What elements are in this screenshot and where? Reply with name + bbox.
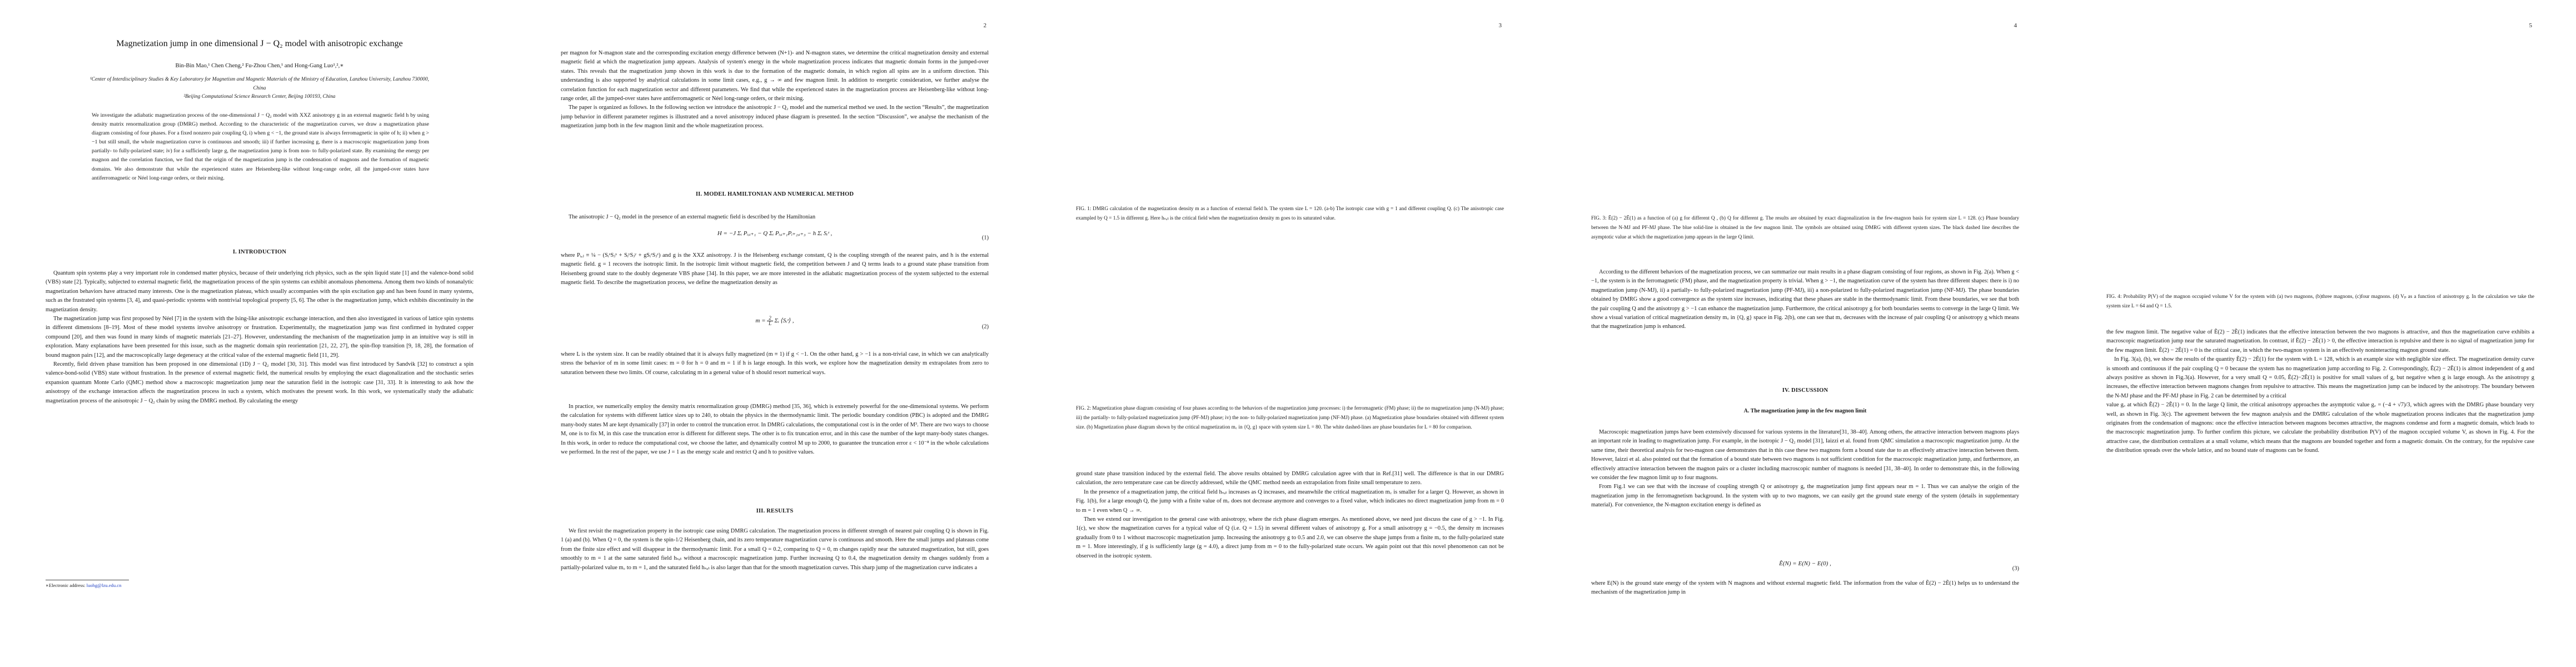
page-4: 4 F​IG. 3: Ẽ(2) − 2Ẽ(1) as a function of… <box>1546 0 2061 667</box>
affiliation-2: ²Beijing Computational Science Research … <box>183 94 336 99</box>
paragraph: The paper is organized as follows. In th… <box>561 104 989 130</box>
page-1: Magnetization jump in one dimensional J … <box>0 0 516 667</box>
equation-number: (1) <box>981 235 989 241</box>
figure-2-caption: F​IG. 2: Magnetization phase diagram con… <box>1076 406 1504 430</box>
affiliation-1: ¹Center of Interdisciplinary Studies & K… <box>90 77 429 91</box>
section-results-heading: III. RESULTS <box>756 508 794 514</box>
section-discussion-heading: IV. DISCUSSION <box>1782 387 1828 394</box>
page-number: 4 <box>2014 22 2017 29</box>
introduction-body: Quantum spin systems play a very importa… <box>46 269 474 569</box>
page-number: 2 <box>983 22 987 29</box>
page-number: 5 <box>2529 22 2533 29</box>
section-model-heading: II. MODEL HAMILTONIAN AND NUMERICAL METH… <box>695 191 854 197</box>
abstract: We investigate the adiabatic magnetizati… <box>92 112 429 181</box>
subsection-a-heading: A. The magnetization jump in the few mag… <box>1743 408 1867 414</box>
paragraph: We first revisit the magnetization prope… <box>561 528 989 571</box>
page-5: 5 F​IG. 4: Probability P(V) of the magno… <box>2061 0 2576 667</box>
equation-1: H = −J Σᵢ Pᵢ,ᵢ₊₁ − Q Σᵢ Pᵢ,ᵢ₊₁Pᵢ₊₂,ᵢ₊₃ −… <box>561 230 989 246</box>
paragraph: where L is the system size. It can be re… <box>561 351 989 376</box>
text-block: Macroscopic magnetization jumps have bee… <box>1591 428 2019 557</box>
paragraph: where Pᵢ,ⱼ ≡ ¼ − (SᵢˣSⱼˣ + SᵢʸSⱼʸ + gSᵢᶻ… <box>561 252 989 286</box>
page-2: 2 per magnon for N-magnon state and the … <box>515 0 1031 667</box>
paragraph: value g꜀ at which Ẽ(2) − 2Ẽ(1) = 0. In t… <box>2106 402 2534 454</box>
paragraph: Quantum spin systems play a very importa… <box>46 270 474 313</box>
equation-body: Ẽ(N) = E(N) − E(0) , <box>1779 560 1831 567</box>
figure-3-caption: F​IG. 3: Ẽ(2) − 2Ẽ(1) as a function of (… <box>1591 216 2019 240</box>
paragraph: Recently, field driven phase transition … <box>46 361 474 404</box>
affiliations: ¹Center of Interdisciplinary Studies & K… <box>87 76 432 102</box>
figure-4-caption: F​IG. 4: Probability P(V) of the magnon … <box>2106 294 2534 309</box>
paragraph: Then we extend our investigation to the … <box>1076 516 1504 559</box>
text-block: According to the different behaviors of … <box>1591 268 2019 369</box>
section-introduction-heading: I. INTRODUCTION <box>232 249 287 255</box>
text-block: In practice, we numerically employ the d… <box>561 402 989 500</box>
paragraph: The magnetization jump was first propose… <box>46 316 474 359</box>
paragraph: From Fig.1 we can see that with the incr… <box>1591 484 2019 509</box>
paragraph: In the presence of a magnetization jump,… <box>1076 489 1504 514</box>
paragraph: Macroscopic magnetization jumps have bee… <box>1591 429 2019 481</box>
paragraph: the few magnon limit. The negative value… <box>2106 329 2534 354</box>
paragraph: ground state phase transition induced by… <box>1076 471 1504 486</box>
text-block: the few magnon limit. The negative value… <box>2106 328 2534 606</box>
text-block: per magnon for N-magnon state and the co… <box>561 49 989 189</box>
paragraph: The anisotropic J − Q₂ model in the pres… <box>569 214 816 220</box>
paragraph: per magnon for N-magnon state and the co… <box>561 50 989 102</box>
text-block: where L is the system size. It can be re… <box>561 350 989 400</box>
figure-1-caption: F​IG. 1: DMRG calculation of the magneti… <box>1076 206 1504 221</box>
authors-line: Bin-Bin Mao,¹ Chen Cheng,² Fu-Zhou Chen,… <box>175 63 344 69</box>
page-number: 3 <box>1498 22 1502 29</box>
text-block: ground state phase transition induced by… <box>1076 470 1504 609</box>
footnote: ∗Electronic address: luohg@lzu.edu.cn <box>46 580 268 589</box>
paper-title: Magnetization jump in one dimensional J … <box>116 39 403 48</box>
page-3: 3 F​IG. 1: DMRG calculation of the magne… <box>1030 0 1546 667</box>
email-link[interactable]: luohg@lzu.edu.cn <box>86 583 122 588</box>
paragraph: In practice, we numerically employ the d… <box>561 404 989 456</box>
equation-body: H = −J Σᵢ Pᵢ,ᵢ₊₁ − Q Σᵢ Pᵢ,ᵢ₊₁Pᵢ₊₂,ᵢ₊₃ −… <box>717 230 833 237</box>
text-block: We first revisit the magnetization prope… <box>561 527 989 605</box>
paragraph: In Fig. 3(a), (b), we show the results o… <box>2106 356 2534 399</box>
text-block: where E(N) is the ground state energy of… <box>1591 579 2019 603</box>
text-block: The anisotropic J − Q₂ model in the pres… <box>561 213 989 225</box>
equation-3: Ẽ(N) = E(N) − E(0) , (3) <box>1591 560 2019 577</box>
paragraph: According to the different behaviors of … <box>1591 269 2019 330</box>
footnote-label: ∗Electronic address: <box>46 583 87 588</box>
text-block: where Pᵢ,ⱼ ≡ ¼ − (SᵢˣSⱼˣ + SᵢʸSⱼʸ + gSᵢᶻ… <box>561 251 989 311</box>
paragraph: where E(N) is the ground state energy of… <box>1591 580 2019 596</box>
equation-number: (2) <box>981 323 989 330</box>
equation-body: m = <box>755 317 768 325</box>
equation-number: (3) <box>2012 565 2019 572</box>
